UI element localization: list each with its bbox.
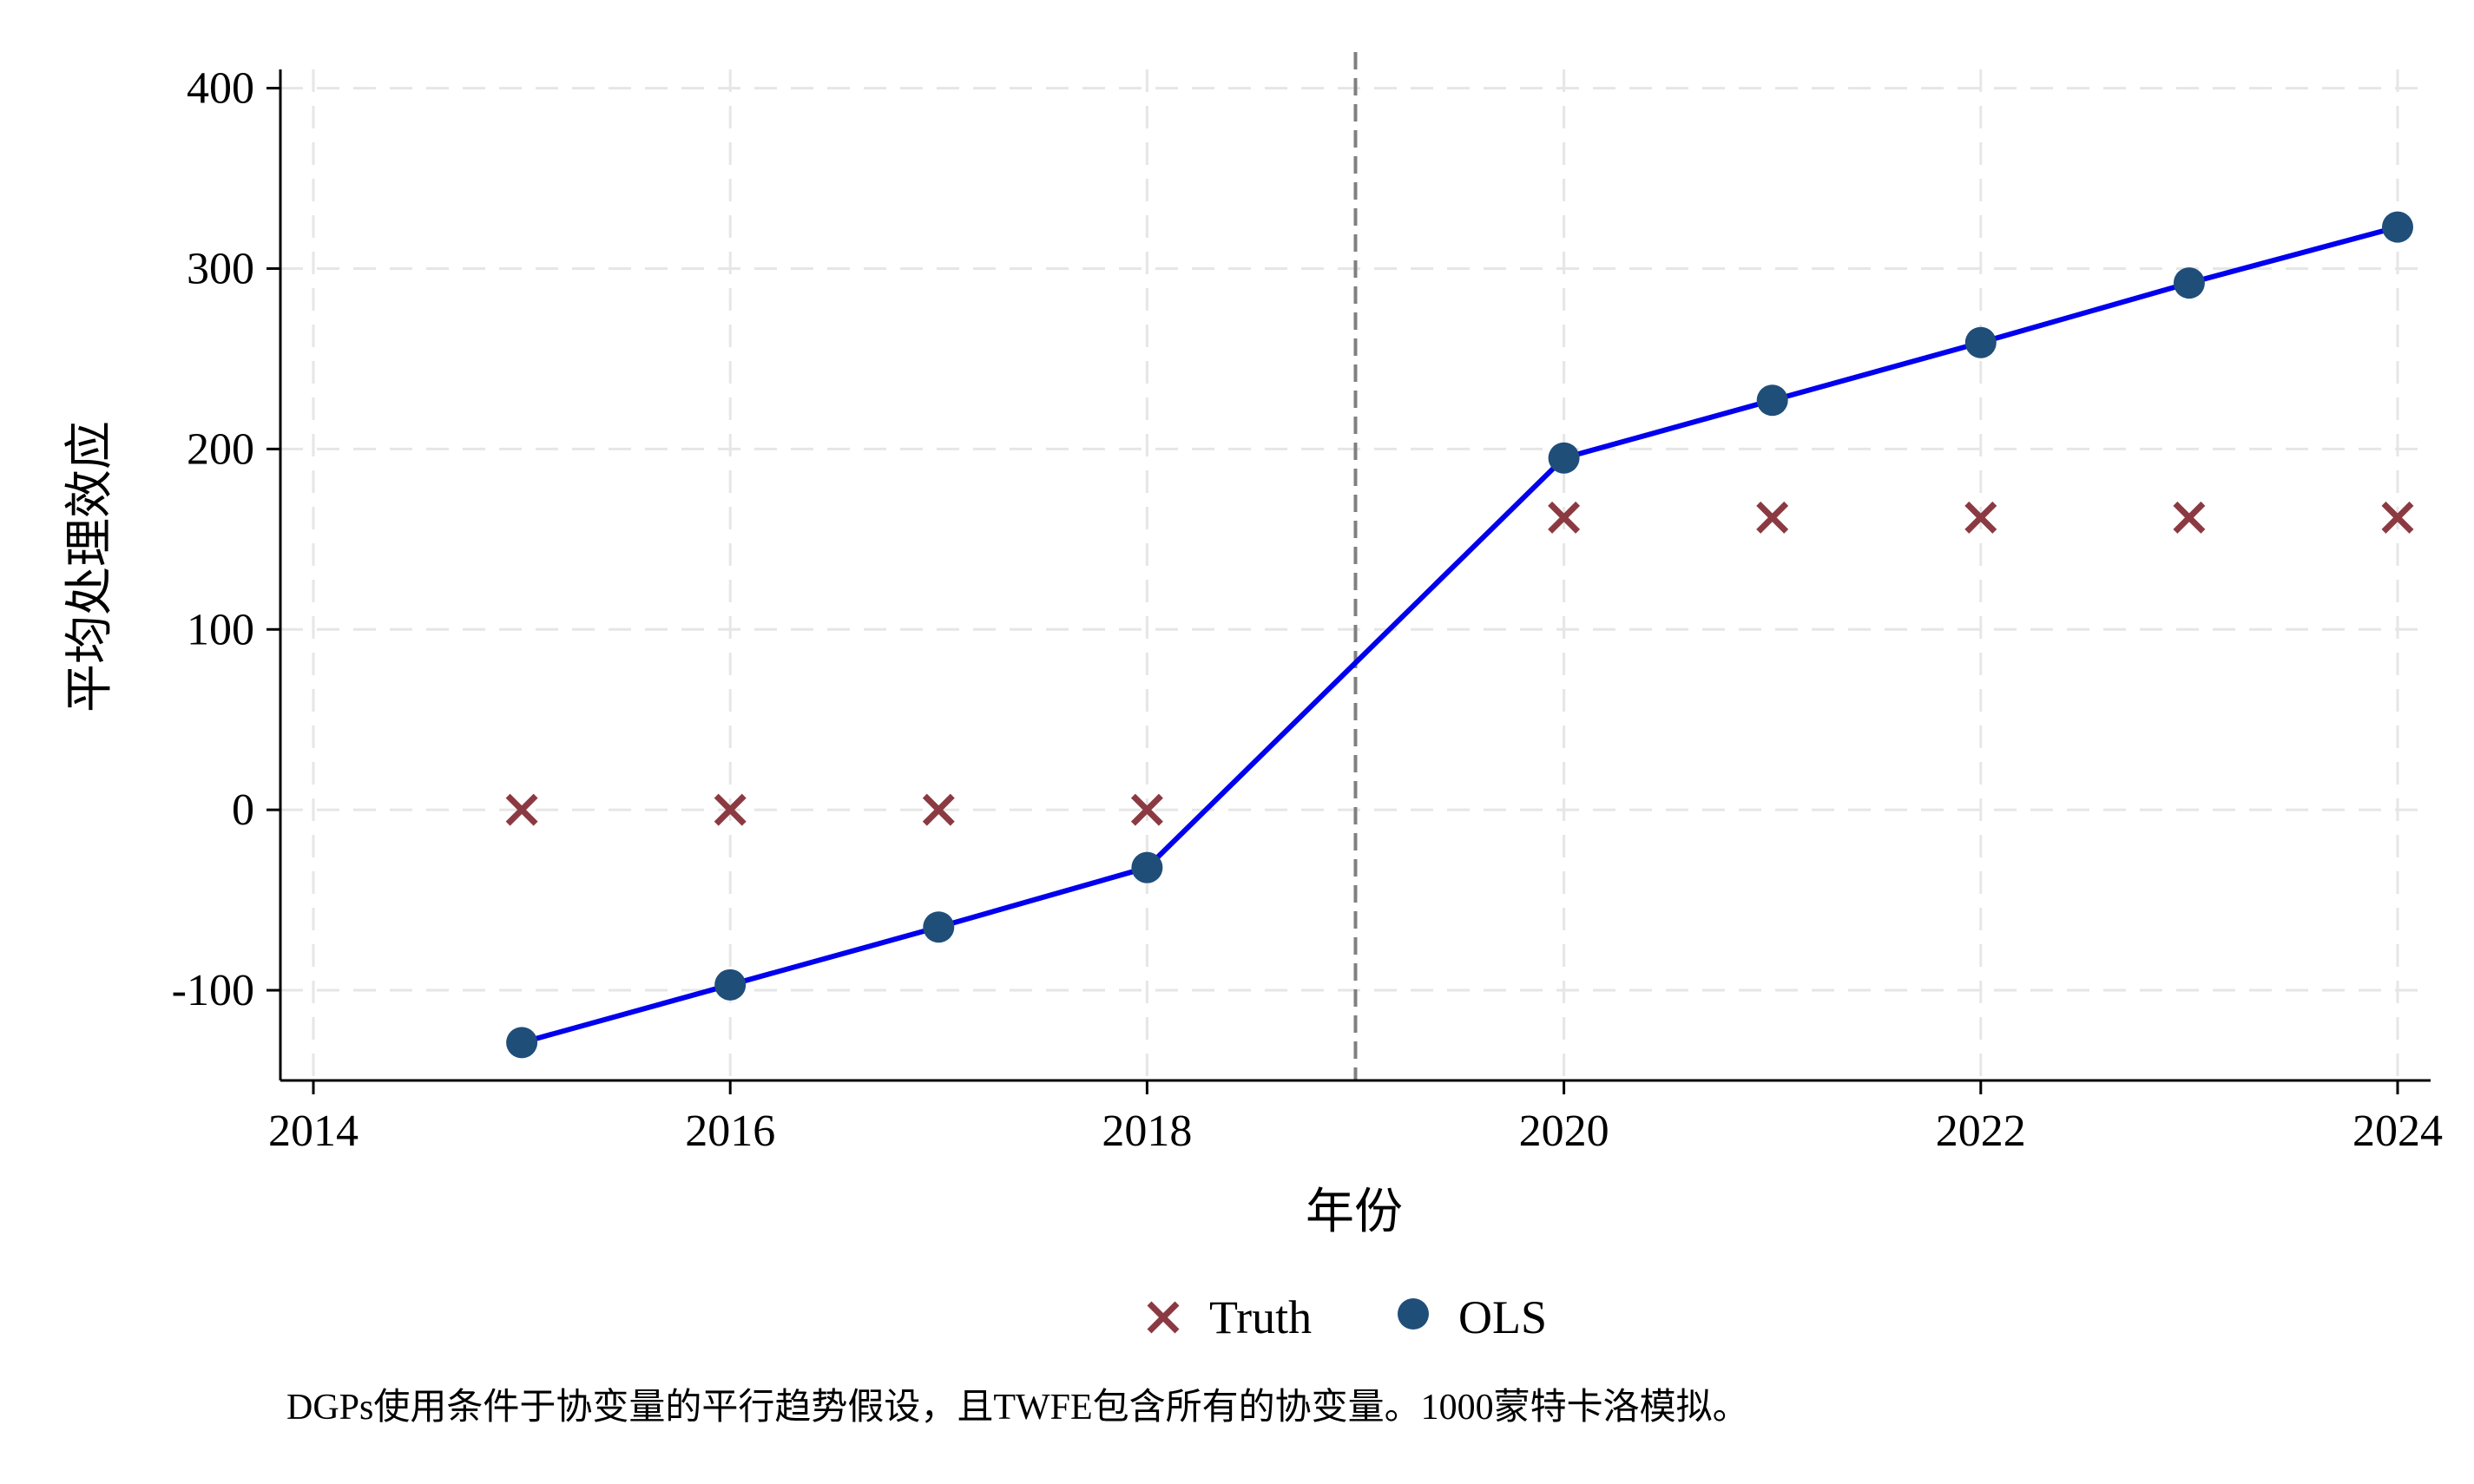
x-tick-label: 2018 [1102, 1106, 1192, 1156]
ols-point [1757, 384, 1788, 416]
ols-point [1549, 443, 1580, 474]
ols-point [506, 1027, 537, 1058]
chart-note: DGPs使用条件于协变量的平行趋势假设，且TWFE包含所有的协变量。1000蒙特… [286, 1387, 1749, 1428]
legend-ols-marker [1398, 1298, 1429, 1330]
x-tick-label: 2022 [1936, 1106, 2026, 1156]
x-tick-label: 2014 [268, 1106, 359, 1156]
ols-point [2382, 212, 2413, 243]
ols-point [923, 911, 954, 942]
legend-truth-label: Truth [1209, 1291, 1312, 1343]
y-tick-label: 200 [187, 424, 254, 474]
ols-point [1965, 327, 1997, 358]
x-axis-title: 年份 [1306, 1185, 1403, 1239]
ols-point [1131, 852, 1162, 883]
ols-point [714, 969, 746, 1001]
y-axis-title: 平均处理效应 [63, 421, 117, 712]
legend-ols-label: OLS [1458, 1291, 1547, 1343]
x-tick-label: 2016 [685, 1106, 775, 1156]
x-tick-label: 2024 [2352, 1106, 2443, 1156]
y-tick-label: 300 [187, 244, 254, 293]
y-tick-label: -100 [172, 966, 254, 1015]
x-tick-label: 2020 [1519, 1106, 1609, 1156]
y-tick-label: 100 [187, 605, 254, 654]
ols-point [2174, 267, 2205, 299]
y-tick-label: 400 [187, 64, 254, 114]
y-tick-label: 0 [232, 785, 254, 835]
